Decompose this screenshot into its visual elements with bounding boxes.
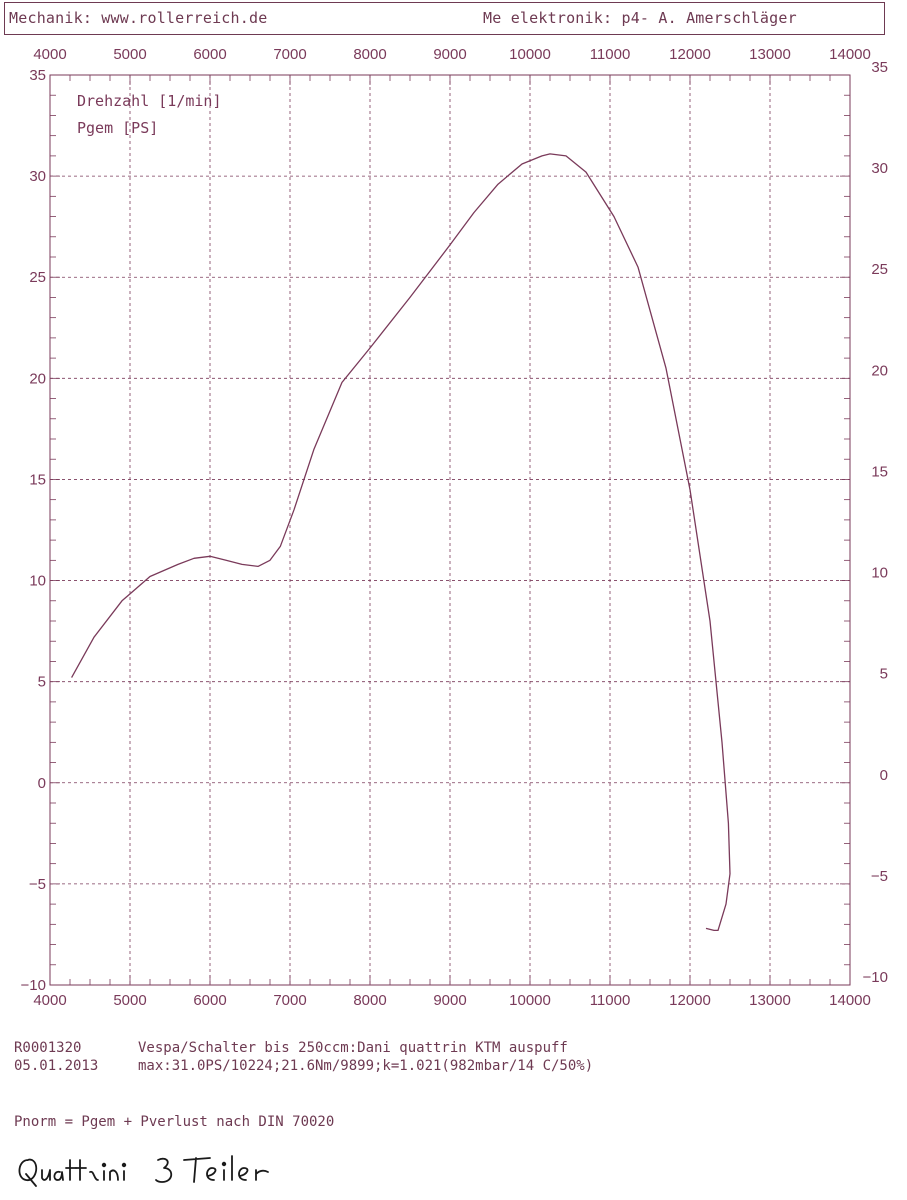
y-tick-label-left: 20 xyxy=(29,370,46,387)
y-tick-label-left: −5 xyxy=(29,876,46,893)
x-tick-label-bottom: 13000 xyxy=(749,992,791,1009)
handwritten-note xyxy=(18,1155,269,1187)
y-tick-label-right: −10 xyxy=(863,969,888,986)
x-tick-label-top: 14000 xyxy=(829,46,871,63)
x-tick-label-top: 8000 xyxy=(353,46,386,63)
y-tick-label-right: 0 xyxy=(880,767,888,784)
y-tick-label-left: 10 xyxy=(29,573,46,590)
y-tick-label-right: 15 xyxy=(871,463,888,480)
x-tick-label-bottom: 6000 xyxy=(193,992,226,1009)
norm-note: Pnorm = Pgem + Pverlust nach DIN 70020 xyxy=(14,1114,335,1130)
y-tick-label-right: 20 xyxy=(871,362,888,379)
x-tick-label-top: 12000 xyxy=(669,46,711,63)
run-date: 05.01.2013 xyxy=(14,1058,99,1074)
y-tick-label-right: 10 xyxy=(871,565,888,582)
power-curve xyxy=(71,153,731,932)
y-tick-label-left: 30 xyxy=(29,168,46,185)
y-tick-label-left: 0 xyxy=(38,775,46,792)
x-tick-label-bottom: 14000 xyxy=(829,992,871,1009)
y-tick-label-left: −10 xyxy=(21,977,46,994)
measurement-label: Me elektronik: p4- A. Amerschläger xyxy=(483,9,797,27)
x-tick-label-bottom: 8000 xyxy=(353,992,386,1009)
y-tick-label-right: 30 xyxy=(871,160,888,177)
legend-rpm: Drehzahl [1/min] xyxy=(77,92,222,110)
x-tick-label-bottom: 9000 xyxy=(433,992,466,1009)
x-tick-label-top: 9000 xyxy=(433,46,466,63)
y-tick-label-right: −5 xyxy=(871,868,888,885)
y-tick-label-right: 5 xyxy=(880,666,888,683)
x-tick-label-top: 11000 xyxy=(590,46,631,63)
run-description: Vespa/Schalter bis 250ccm:Dani quattrin … xyxy=(138,1040,568,1056)
x-tick-label-bottom: 12000 xyxy=(669,992,711,1009)
x-tick-label-top: 10000 xyxy=(509,46,551,63)
header-box: Mechanik: www.rollerreich.de Me elektron… xyxy=(4,2,885,35)
y-tick-label-right: 25 xyxy=(871,261,888,278)
plot-frame xyxy=(49,74,851,986)
power-chart: 4000 4000 5000 5000 6000 6000 7000 7000 8000 8000… xyxy=(21,46,888,1009)
x-tick-label-bottom: 10000 xyxy=(509,992,551,1009)
x-tick-label-bottom: 7000 xyxy=(273,992,306,1009)
x-tick-label-top: 6000 xyxy=(193,46,226,63)
run-id: R0001320 xyxy=(14,1040,82,1056)
y-tick-label-left: 35 xyxy=(29,67,46,84)
y-tick-label-right: 35 xyxy=(871,59,888,76)
x-tick-label-top: 4000 xyxy=(33,46,66,63)
y-tick-label-left: 25 xyxy=(29,269,46,286)
x-tick-label-top: 5000 xyxy=(113,46,146,63)
max-values: max:31.0PS/10224;21.6Nm/9899;k=1.021(982… xyxy=(138,1058,594,1074)
x-tick-label-top: 13000 xyxy=(749,46,791,63)
y-tick-label-left: 15 xyxy=(29,471,46,488)
mechanic-label: Mechanik: www.rollerreich.de xyxy=(9,9,268,27)
legend-power: Pgem [PS] xyxy=(77,119,158,137)
y-tick-label-left: 5 xyxy=(38,674,46,691)
x-tick-label-bottom: 11000 xyxy=(590,992,631,1009)
x-tick-label-bottom: 4000 xyxy=(33,992,66,1009)
x-tick-label-bottom: 5000 xyxy=(113,992,146,1009)
x-tick-label-top: 7000 xyxy=(273,46,306,63)
